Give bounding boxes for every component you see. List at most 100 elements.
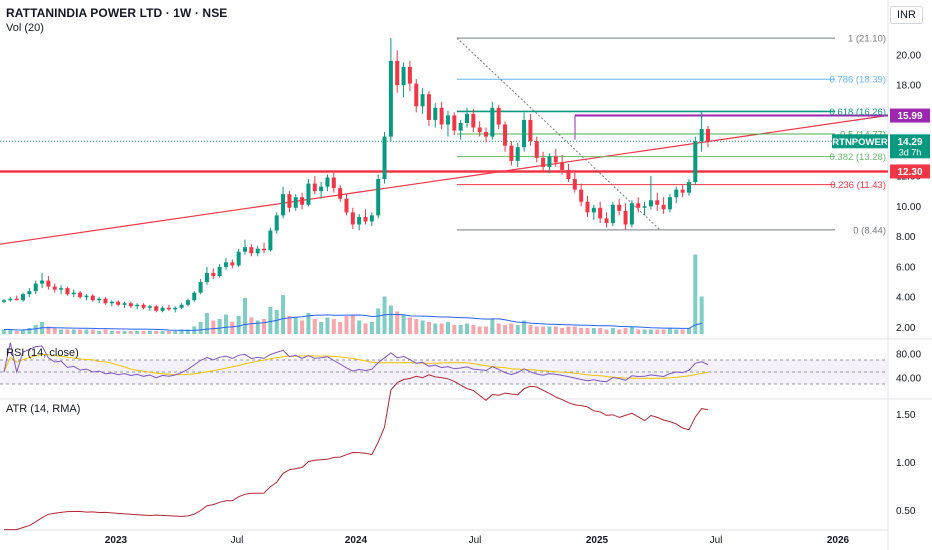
volume-bar <box>363 323 368 334</box>
candle-body <box>306 183 311 205</box>
volume-bar <box>14 331 19 334</box>
volume-bar <box>211 320 216 334</box>
candle-body <box>420 94 425 107</box>
candle-body <box>471 113 476 128</box>
volume-bar <box>598 328 603 334</box>
volume-bar <box>636 329 641 334</box>
volume-bar <box>90 329 95 334</box>
fib-level-label: 0 (8.44) <box>853 225 886 236</box>
volume-bar <box>306 313 311 334</box>
volume-bar <box>122 331 127 334</box>
candle-body <box>610 204 615 223</box>
volume-bar <box>59 329 64 334</box>
candle-body <box>604 218 609 223</box>
volume-bar <box>128 331 133 334</box>
candle-body <box>325 177 330 187</box>
candle-body <box>655 200 660 205</box>
time-axis-label: 2023 <box>105 535 128 546</box>
volume-bar <box>319 322 324 334</box>
volume-bar <box>338 322 343 334</box>
volume-bar <box>243 298 248 334</box>
candle-body <box>674 189 679 198</box>
candle-body <box>319 186 324 192</box>
candle-body <box>566 169 571 180</box>
volume-bar <box>154 331 159 334</box>
candle-body <box>109 301 114 304</box>
candle-body <box>636 203 641 208</box>
candle-body <box>560 162 565 170</box>
candle-body <box>211 272 216 276</box>
candle-body <box>21 294 26 301</box>
candle-body <box>274 215 279 231</box>
candle-body <box>534 141 539 158</box>
atr-axis-tick: 1.50 <box>896 410 916 421</box>
volume-bar <box>439 323 444 334</box>
candle-body <box>331 177 336 189</box>
volume-bar <box>27 328 32 334</box>
volume-bar <box>686 328 691 334</box>
volume-bar <box>693 254 698 334</box>
candle-body <box>515 147 520 161</box>
price-axis-tick: 6.00 <box>896 262 916 273</box>
volume-bar <box>255 320 260 334</box>
volume-bar <box>667 328 672 334</box>
candle-body <box>84 295 89 298</box>
candle-body <box>407 66 412 84</box>
candle-body <box>509 145 514 161</box>
candle-body <box>268 230 273 251</box>
candle-body <box>46 280 51 287</box>
volume-bar <box>312 319 317 334</box>
atr-axis-tick: 1.00 <box>896 458 916 469</box>
volume-bar <box>553 326 558 334</box>
volume-bar <box>395 311 400 334</box>
volume-bar <box>185 329 190 334</box>
volume-bar <box>84 329 89 334</box>
candle-body <box>579 189 584 202</box>
candle-body <box>667 197 672 210</box>
candle-body <box>376 179 381 216</box>
symbol-badge <box>832 134 888 149</box>
candle-body <box>528 119 533 142</box>
atr-label: ATR (14, RMA) <box>6 403 81 415</box>
candle-body <box>388 60 393 137</box>
volume-bar <box>300 320 305 334</box>
candle-body <box>312 183 317 192</box>
price-axis-tick: 4.00 <box>896 293 916 304</box>
last-price-badge-text: 14.29 <box>897 137 922 148</box>
volume-bar <box>198 322 203 334</box>
volume-bar <box>629 326 634 334</box>
candle-body <box>154 306 159 311</box>
fib-level-label: 0.786 (18.39) <box>829 75 886 86</box>
volume-bar <box>623 328 628 334</box>
volume-bar <box>503 325 508 334</box>
volume-bar <box>262 319 267 334</box>
price-axis-tick: 2.00 <box>896 323 916 334</box>
candle-body <box>496 107 501 125</box>
resistance-badge-text: 15.99 <box>897 111 922 122</box>
volume-bar <box>268 307 273 334</box>
fib-trend-diagonal <box>456 37 661 231</box>
candle-body <box>300 197 305 205</box>
price-axis-tick: 18.00 <box>896 81 921 92</box>
candle-body <box>458 122 463 131</box>
time-axis-label: Jul <box>469 535 482 546</box>
candle-body <box>693 141 698 183</box>
volume-bar <box>204 313 209 334</box>
candle-body <box>464 113 469 123</box>
volume-bar <box>46 326 51 334</box>
atr-line <box>4 374 709 531</box>
time-axis-label: 2025 <box>586 535 609 546</box>
candle-body <box>128 303 133 307</box>
candle-body <box>553 156 558 163</box>
trend-line <box>0 114 889 245</box>
candle-body <box>541 157 546 167</box>
candle-body <box>382 136 387 180</box>
candle-body <box>135 304 140 307</box>
volume-bar <box>2 329 6 334</box>
currency-button[interactable]: INR <box>890 6 923 24</box>
candle-body <box>116 301 121 305</box>
volume-bar <box>369 322 374 334</box>
volume-bar <box>21 329 26 334</box>
candle-body <box>585 201 590 213</box>
